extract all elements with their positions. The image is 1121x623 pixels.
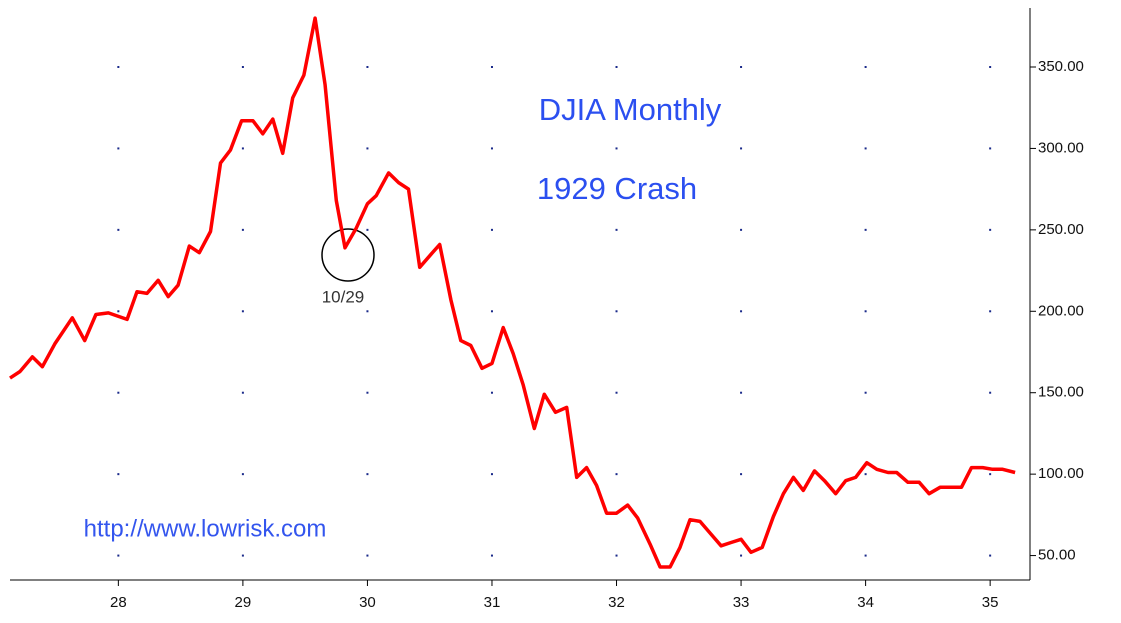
grid-dot	[366, 147, 369, 150]
grid-dot	[241, 310, 244, 313]
chart-title: DJIA Monthly	[539, 92, 722, 127]
x-tick-label: 34	[857, 594, 874, 611]
highlight-circle	[321, 228, 375, 282]
grid-dot	[989, 66, 992, 68]
grid-dot	[989, 228, 992, 231]
x-tick-label: 29	[235, 594, 252, 611]
grid-dot	[490, 391, 493, 394]
grid-dot	[366, 473, 369, 476]
x-tick-label: 28	[110, 594, 127, 611]
y-tick-label: 350.00	[1038, 58, 1084, 75]
grid-dot	[241, 473, 244, 476]
grid-dot	[241, 391, 244, 394]
grid-dot	[490, 66, 493, 68]
data-line	[9, 16, 1016, 569]
grid-dot	[117, 310, 120, 313]
grid-dot	[615, 147, 618, 150]
annotation: 10/29	[322, 287, 365, 306]
grid-dot	[615, 554, 618, 557]
grid-dot	[615, 66, 618, 68]
grid-dot	[740, 66, 743, 68]
grid-dot	[864, 147, 867, 150]
grid-dot	[740, 310, 743, 313]
x-tick-label: 33	[733, 594, 750, 611]
x-tick-label: 32	[608, 594, 625, 611]
grid-dot	[490, 147, 493, 150]
grid-dot	[864, 473, 867, 476]
grid-dot	[864, 228, 867, 231]
x-tick-label: 35	[982, 594, 999, 611]
grid-dot	[490, 554, 493, 557]
grid-dot	[241, 147, 244, 150]
grid-dot	[241, 554, 244, 557]
grid-dot	[864, 310, 867, 313]
x-tick-label: 31	[484, 594, 501, 611]
grid-dot	[366, 554, 369, 557]
grid-dot	[740, 473, 743, 476]
grid-dot	[989, 554, 992, 557]
grid-dot	[366, 391, 369, 394]
grid-dot	[490, 473, 493, 476]
chart-subtitle: 1929 Crash	[537, 171, 697, 206]
grid-dot	[615, 473, 618, 476]
grid-dot	[117, 473, 120, 476]
grid-dot	[989, 473, 992, 476]
grid-dot	[740, 147, 743, 150]
grid-dot	[989, 310, 992, 313]
grid-dot	[490, 310, 493, 313]
x-tick-label: 30	[359, 594, 376, 611]
grid-dot	[864, 554, 867, 557]
grid-dot	[241, 66, 244, 68]
grid-dot	[490, 228, 493, 231]
grid-dot	[864, 391, 867, 394]
y-tick-label: 300.00	[1038, 139, 1084, 156]
grid-dot	[740, 391, 743, 394]
y-tick-label: 200.00	[1038, 302, 1084, 319]
grid-dot	[864, 66, 867, 68]
grid-dot	[117, 66, 120, 68]
grid-dot	[117, 554, 120, 557]
grid-dot	[740, 554, 743, 557]
grid-dot	[117, 391, 120, 394]
grid-dot	[989, 147, 992, 150]
grid-dot	[117, 228, 120, 231]
grid-dot	[740, 228, 743, 231]
grid-dot	[989, 391, 992, 394]
y-tick-label: 150.00	[1038, 384, 1084, 401]
y-tick-label: 50.00	[1038, 547, 1076, 564]
grid-dot	[366, 228, 369, 231]
grid-dot	[117, 147, 120, 150]
grid-dot	[615, 310, 618, 313]
y-tick-label: 100.00	[1038, 465, 1084, 482]
grid-dot	[366, 310, 369, 313]
grid-dot	[241, 228, 244, 231]
grid-dot	[366, 66, 369, 68]
grid-dot	[615, 391, 618, 394]
annotation-url: http://www.lowrisk.com	[84, 515, 327, 542]
y-tick-label: 250.00	[1038, 221, 1084, 238]
grid-dot	[615, 228, 618, 231]
